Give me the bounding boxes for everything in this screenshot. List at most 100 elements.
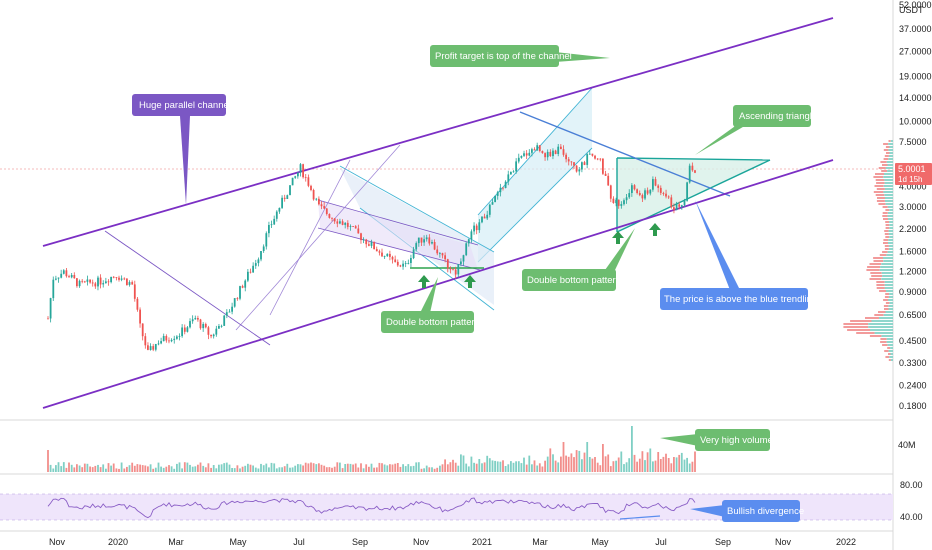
volume-bar — [678, 454, 681, 472]
volume-bar — [652, 461, 654, 472]
candle-body — [191, 319, 194, 322]
volume-bar — [302, 465, 304, 472]
volume-bar — [665, 453, 667, 472]
candle-body — [210, 334, 212, 337]
arrows — [418, 223, 661, 288]
volume-bar — [609, 466, 612, 472]
candle-body — [423, 239, 425, 243]
up-arrow-icon — [612, 231, 624, 244]
volume-profile-bar — [889, 227, 893, 229]
blue-trendline — [519, 111, 731, 197]
volume-bar — [581, 459, 583, 472]
volume-bar — [55, 465, 57, 472]
volume-profile-bar — [873, 260, 884, 262]
volume-bar — [428, 467, 431, 472]
volume-profile-bar — [888, 299, 893, 301]
candle-body — [328, 214, 331, 218]
volume-bar — [636, 461, 638, 472]
candle-body — [604, 173, 607, 176]
volume-bar — [260, 463, 262, 472]
volume-profile-bar — [887, 164, 893, 166]
volume-bar — [257, 468, 260, 472]
candle-body — [602, 158, 604, 174]
volume-bar — [549, 448, 552, 472]
volume-bar — [283, 466, 286, 472]
candle-body — [239, 286, 241, 299]
time-tick-label: Nov — [775, 537, 792, 547]
volume-profile-bar — [883, 185, 893, 187]
volume-bar — [210, 467, 212, 472]
volume-bar — [299, 464, 302, 472]
volume-bar — [52, 468, 55, 472]
candle-body — [444, 255, 446, 260]
time-tick-label: Mar — [532, 537, 548, 547]
volume-bar — [181, 468, 183, 472]
volume-bar — [318, 463, 320, 472]
volume-profile-bar — [847, 329, 871, 331]
volume-bar — [586, 442, 589, 472]
candle-body — [657, 185, 660, 188]
time-tick-label: Jul — [293, 537, 305, 547]
callout-blue-trendline: The price is above the blue trendline. — [660, 200, 820, 310]
volume-profile-bar — [889, 236, 893, 238]
volume-bar — [136, 464, 139, 472]
volume-profile-bar — [884, 308, 889, 310]
candle-body — [615, 199, 617, 204]
volume-bar — [504, 466, 507, 472]
volume-bar — [515, 461, 517, 472]
volume-bar — [362, 468, 365, 472]
volume-profile-bar — [866, 269, 880, 271]
candle-body — [607, 175, 610, 186]
volume-bar — [465, 463, 468, 472]
volume-profile — [843, 140, 893, 361]
volume-profile-bar — [868, 326, 893, 328]
candle-body — [475, 225, 478, 231]
volume-bar — [339, 462, 341, 472]
candle-body — [204, 324, 207, 328]
volume-bar — [641, 451, 644, 472]
volume-bar — [241, 466, 244, 472]
price-tick-label: 0.6500 — [899, 310, 927, 320]
volume-profile-bar — [856, 332, 875, 334]
volume-profile-bar — [868, 323, 893, 325]
candle-body — [115, 277, 118, 278]
svg-text:Very high volume: Very high volume — [700, 435, 773, 446]
candle-body — [273, 218, 276, 225]
volume-bar — [70, 464, 73, 472]
volume-profile-bar — [885, 203, 893, 205]
volume-bar — [225, 462, 228, 472]
candle-body — [549, 151, 552, 156]
candle-body — [320, 204, 323, 207]
volume-bar — [333, 466, 336, 472]
volume-bar — [546, 456, 549, 472]
volume-bar — [662, 456, 665, 472]
volume-bar — [244, 465, 247, 472]
volume-bar — [189, 464, 191, 472]
volume-profile-bar — [884, 296, 889, 298]
volume-profile-bar — [886, 161, 893, 163]
volume-bar — [594, 457, 596, 472]
volume-bar — [194, 466, 197, 472]
volume-bar — [365, 464, 368, 472]
volume-profile-bar — [887, 212, 893, 214]
candle-body — [452, 269, 454, 271]
candle-body — [570, 161, 573, 163]
volume-bar — [628, 458, 631, 472]
candle-body — [323, 206, 326, 209]
candle-body — [128, 282, 131, 285]
callout-bullish-divergence: Bullish divergence — [690, 500, 804, 522]
volume-bar — [323, 465, 326, 472]
candles — [47, 142, 696, 352]
candle-body — [417, 237, 420, 244]
volume-bar — [536, 465, 539, 472]
volume-profile-bar — [886, 254, 893, 256]
volume-bar — [454, 462, 457, 472]
volume-profile-bar — [884, 284, 893, 286]
volume-bar — [415, 462, 418, 472]
volume-profile-bar — [885, 197, 893, 199]
volume-profile-bar — [886, 290, 893, 292]
volume-bar — [173, 468, 176, 472]
candle-body — [73, 275, 76, 279]
candle-body — [520, 156, 523, 158]
